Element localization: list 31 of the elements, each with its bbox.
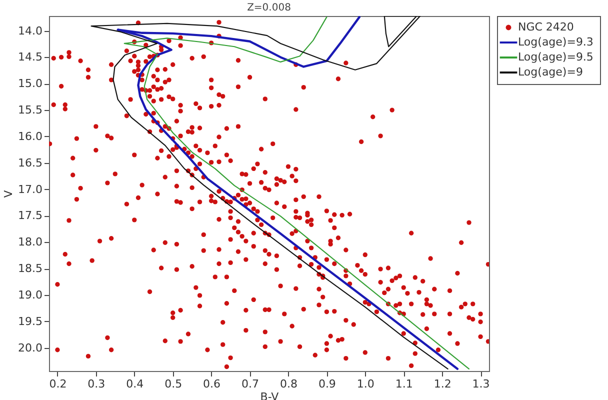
x-tick-label: 0.7 bbox=[242, 378, 260, 390]
y-tick-label: 15.5 bbox=[18, 104, 42, 117]
y-axis-title: V bbox=[2, 190, 16, 198]
legend-label: Log(age)=9.3 bbox=[518, 36, 594, 48]
y-tick-label: 18.0 bbox=[18, 236, 42, 249]
y-tick-label: 15.0 bbox=[18, 77, 42, 90]
y-tick-label: 16.0 bbox=[18, 130, 42, 143]
chart-title: Z=0.008 bbox=[247, 2, 291, 14]
x-tick-label: 1.3 bbox=[472, 378, 490, 390]
x-tick-label: 0.6 bbox=[203, 378, 221, 390]
x-tick-label: 1.2 bbox=[434, 378, 452, 390]
y-tick-label: 14.5 bbox=[18, 50, 42, 64]
x-tick-label: 0.4 bbox=[126, 378, 144, 390]
x-tick-label: 0.8 bbox=[280, 378, 298, 390]
y-tick-label: 14.0 bbox=[18, 24, 42, 38]
x-tick-label: 0.3 bbox=[88, 378, 106, 390]
y-tick-label: 18.5 bbox=[18, 262, 42, 276]
x-tick-label: 0.5 bbox=[164, 378, 182, 390]
y-tick-label: 16.5 bbox=[18, 156, 42, 170]
legend-label: Log(age)=9.5 bbox=[518, 50, 594, 64]
y-tick-label: 17.5 bbox=[18, 209, 42, 222]
y-tick-label: 17.0 bbox=[18, 182, 42, 196]
x-tick-label: 0.9 bbox=[318, 378, 336, 390]
x-tick-label: 1.1 bbox=[395, 378, 413, 390]
y-tick-label: 19.0 bbox=[18, 288, 42, 302]
x-tick-label: 1.0 bbox=[356, 378, 374, 390]
y-tick-label: 20.0 bbox=[18, 341, 42, 354]
legend-label: NGC 2420 bbox=[518, 20, 574, 34]
x-tick-label: 0.2 bbox=[49, 378, 67, 390]
legend-label: Log(age)=9 bbox=[518, 66, 583, 78]
y-tick-label: 19.5 bbox=[18, 314, 42, 328]
